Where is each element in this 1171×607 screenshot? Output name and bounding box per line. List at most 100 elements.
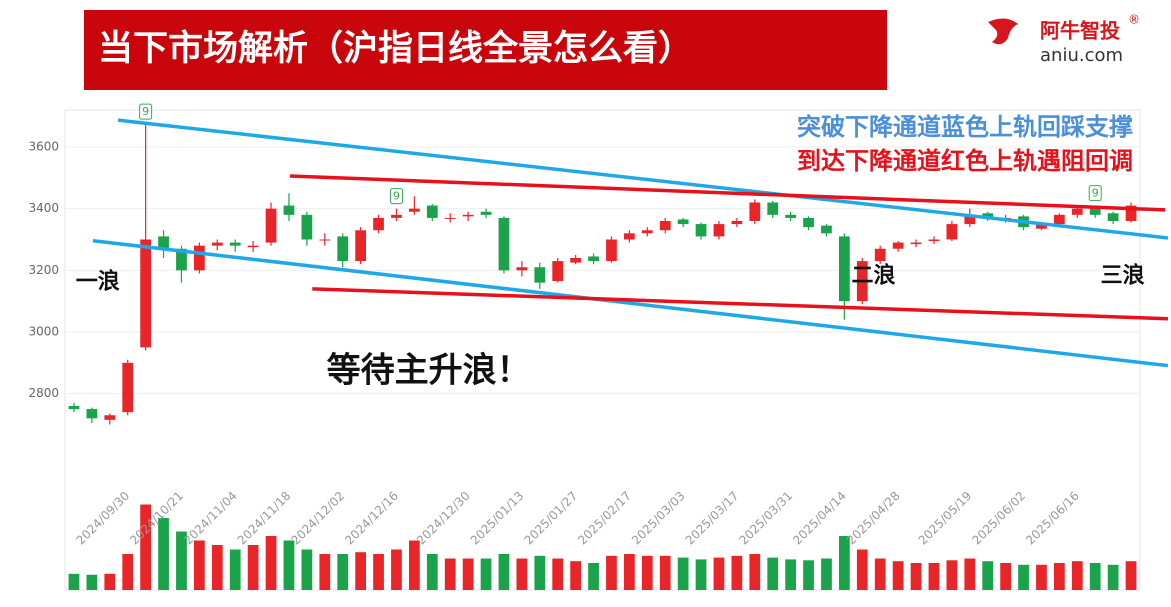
grid: 2800 3000 3200 3400 3600 (28, 140, 1140, 400)
volume-bar (68, 573, 80, 590)
candle-body (821, 225, 832, 234)
volume-bar (426, 554, 438, 590)
price-pane (68, 124, 1137, 425)
x-tick-label: 2024/12/02 (288, 489, 347, 548)
candle-body (373, 217, 384, 231)
candle-body (874, 248, 886, 262)
logo-mark: ® (1128, 13, 1140, 27)
volume-bar (910, 563, 922, 590)
x-tick-label: 2025/03/17 (683, 489, 742, 548)
x-tick-label: 2024/11/04 (181, 489, 240, 548)
annotation: 一浪 (76, 269, 120, 295)
volume-bar (247, 545, 259, 590)
volume-bar (1018, 564, 1029, 590)
candle-body (211, 242, 223, 246)
x-tick-label: 2025/06/02 (969, 489, 1028, 548)
candle-body (982, 213, 994, 218)
volume-bar (928, 563, 940, 590)
note: 突破下降通道蓝色上轨回踩支撑 (797, 113, 1133, 141)
candle-body (265, 208, 277, 243)
candle-body (426, 205, 438, 218)
candle-body (892, 242, 904, 249)
volume-bar (480, 558, 492, 590)
volume-bar (785, 559, 796, 590)
x-tick-label: 2025/05/19 (916, 489, 975, 548)
x-tick-label: 2025/02/17 (575, 489, 634, 548)
candle-body (839, 236, 850, 302)
trend-line (117, 118, 1169, 240)
candle-body (122, 362, 134, 413)
volume-bar (409, 540, 420, 590)
logo-text: 阿牛智投 (1040, 19, 1120, 43)
volume-bar (982, 561, 994, 590)
annotation: 等待主升浪！ (327, 351, 531, 391)
volume-bar (659, 555, 671, 590)
candle-body (247, 245, 259, 248)
volume-bar (444, 558, 456, 590)
y-tick-label: 3600 (28, 140, 59, 154)
volume-bar (337, 554, 349, 590)
volume-bar (462, 558, 474, 590)
volume-bar (892, 561, 904, 590)
candle-body (391, 214, 402, 218)
volume-bar (301, 549, 313, 590)
volume-bar (158, 518, 169, 590)
title-box (84, 10, 887, 90)
volume-bar (391, 549, 402, 590)
candle-body (516, 267, 528, 271)
x-tick-label: 2025/04/28 (844, 489, 903, 548)
logo-site: aniu.com (1040, 45, 1123, 66)
volume-bar (874, 558, 886, 590)
x-tick-label: 2025/01/13 (468, 489, 527, 548)
volume-bar (373, 554, 384, 590)
volume-bar (641, 555, 653, 590)
volume-bar (839, 536, 850, 590)
volume-bar (821, 558, 832, 590)
candle-body (337, 236, 349, 262)
candle-body (444, 217, 456, 219)
candle-body (695, 224, 707, 237)
volume-bar (1071, 561, 1083, 590)
candle-body (319, 239, 331, 241)
note: 到达下降通道红色上轨遇阻回调 (797, 147, 1133, 175)
logo-icon (988, 18, 1018, 45)
trend-line (312, 287, 1169, 321)
x-tick-label: 2024/11/18 (235, 489, 294, 548)
candle-body (552, 261, 564, 282)
volume-bar (677, 557, 689, 590)
volume-bar (964, 558, 976, 590)
volume-bar (176, 531, 187, 590)
candle-body (480, 211, 492, 215)
volume-bar (1107, 564, 1119, 590)
x-tick-label: 2024/12/30 (414, 489, 473, 548)
trend-clip (92, 118, 1169, 368)
x-tick-label: 2025/03/03 (629, 489, 688, 548)
candle-body (588, 256, 599, 262)
volume-bar (624, 554, 635, 590)
candle-body (856, 261, 868, 302)
volume-bar (803, 560, 814, 590)
candle-body (1089, 208, 1101, 215)
volume-bar (283, 540, 295, 590)
candle-body (785, 214, 796, 218)
volume-bar (1000, 563, 1011, 590)
x-tick-label: 2024/12/16 (342, 489, 401, 548)
candle-body (731, 221, 743, 225)
signal-label: 9 (142, 105, 149, 118)
volume-bar (731, 555, 743, 590)
y-tick-label: 2800 (28, 386, 59, 400)
candle-body (767, 202, 779, 215)
x-tick-label: 2025/03/31 (736, 489, 795, 548)
volume-bar (534, 555, 546, 590)
candle-body (301, 214, 313, 240)
candle-body (409, 208, 420, 212)
volume-bar (713, 557, 725, 590)
volume-bar (229, 549, 241, 590)
candle-body (355, 230, 366, 262)
volume-bar (355, 552, 366, 590)
y-tick-label: 3000 (28, 325, 59, 339)
volume-bar (516, 558, 528, 590)
candle-body (606, 239, 617, 262)
candle-body (910, 242, 922, 245)
